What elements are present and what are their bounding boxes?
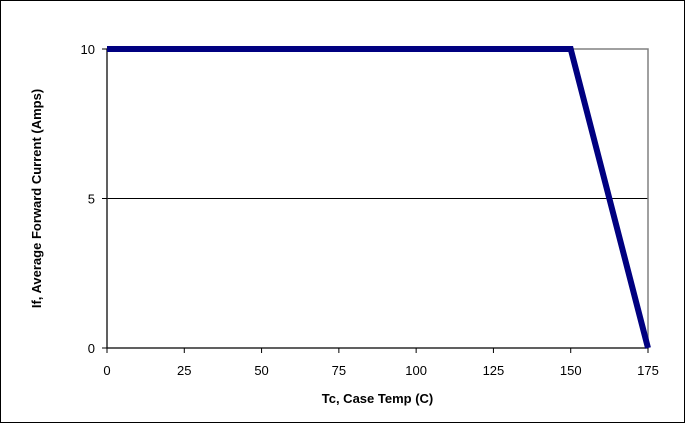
x-tick-label-25: 25 bbox=[177, 363, 191, 378]
y-tick-label-10: 10 bbox=[81, 42, 95, 57]
x-tick-label-175: 175 bbox=[637, 363, 659, 378]
x-tick-label-0: 0 bbox=[103, 363, 110, 378]
axes bbox=[102, 48, 649, 353]
y-tick-label-5: 5 bbox=[88, 192, 95, 207]
x-tick-label-125: 125 bbox=[483, 363, 505, 378]
y-axis-label: If, Average Forward Current (Amps) bbox=[29, 89, 44, 308]
x-tick-label-100: 100 bbox=[405, 363, 427, 378]
y-tick-label-0: 0 bbox=[88, 341, 95, 356]
x-tick-label-150: 150 bbox=[560, 363, 582, 378]
series-line-0 bbox=[107, 46, 651, 349]
x-axis-label: Tc, Case Temp (C) bbox=[322, 391, 433, 406]
series-group bbox=[107, 46, 651, 349]
x-tick-label-50: 50 bbox=[254, 363, 268, 378]
x-tick-label-75: 75 bbox=[332, 363, 346, 378]
